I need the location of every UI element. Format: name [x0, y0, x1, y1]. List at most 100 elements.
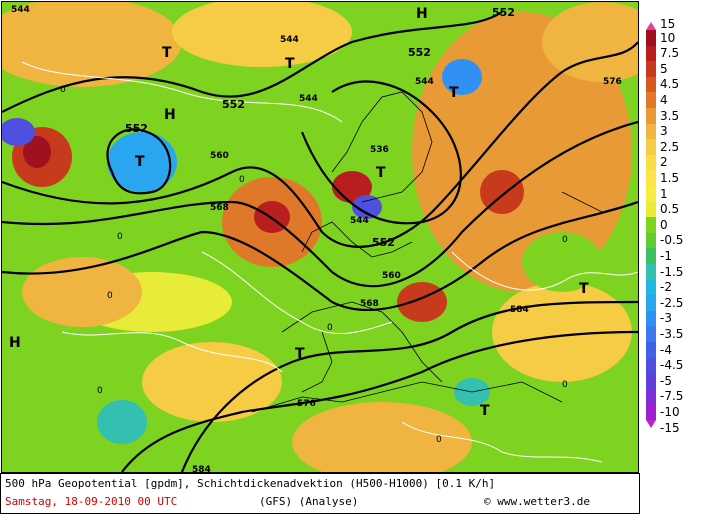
- contour-label: 584: [192, 465, 211, 472]
- contour-label: 568: [360, 299, 379, 309]
- colorbar-label: 10: [660, 30, 676, 45]
- high-center: H: [416, 6, 428, 22]
- colorbar-swatch: [646, 248, 656, 265]
- zero-marker: 0: [436, 435, 442, 445]
- colorbar-swatch: [646, 388, 656, 405]
- zero-marker: 0: [97, 386, 103, 396]
- colorbar: 15 10 7.5 5 4.5 4 3.5 3 2.5 2 1.5 1 0.5 0 -0.5 -1 -1.5 -2…: [640, 18, 702, 462]
- colorbar-swatch: [646, 342, 656, 359]
- colorbar-swatch: [646, 45, 656, 62]
- colorbar-label: -0.5: [660, 233, 684, 248]
- contour-labels: 552 552 552 552 552 544 544 544 544 544 …: [11, 5, 622, 472]
- advection-zero-lines: [21, 61, 638, 463]
- colorbar-label: 2.5: [660, 139, 680, 154]
- colorbar-swatch: [646, 76, 656, 93]
- colorbar-label: -5: [660, 373, 672, 388]
- colorbar-label: 0: [660, 217, 668, 232]
- colorbar-label: -4: [660, 342, 672, 357]
- low-center: T: [162, 45, 172, 61]
- weather-map: 552 552 552 552 552 544 544 544 544 544 …: [1, 1, 639, 473]
- colorbar-swatch: [646, 326, 656, 343]
- contour-label: 544: [415, 77, 434, 87]
- colorbar-swatch: [646, 201, 656, 218]
- colorbar-swatch: [646, 310, 656, 327]
- zero-marker: 0: [327, 323, 333, 333]
- contour-label: 544: [11, 5, 30, 15]
- colorbar-label: -4.5: [660, 358, 684, 373]
- colorbar-label: 3: [660, 124, 668, 139]
- colorbar-label: 5: [660, 61, 668, 76]
- contour-label: 544: [299, 94, 318, 104]
- contour-label: 568: [210, 203, 229, 213]
- colorbar-swatch: [646, 264, 656, 281]
- colorbar-label: -15: [660, 420, 680, 435]
- colorbar-swatch: [646, 108, 656, 125]
- contour-label: 544: [350, 216, 369, 226]
- high-center: H: [9, 335, 21, 351]
- colorbar-swatch: [646, 295, 656, 312]
- colorbar-label: 0.5: [660, 202, 680, 217]
- colorbar-swatch: [646, 139, 656, 156]
- map-footer: 500 hPa Geopotential [gpdm], Schichtdick…: [0, 473, 640, 514]
- colorbar-swatch: [646, 123, 656, 140]
- map-title: 500 hPa Geopotential [gpdm], Schichtdick…: [5, 477, 496, 490]
- colorbar-swatch: [646, 232, 656, 249]
- colorbar-swatch: [646, 170, 656, 187]
- colorbar-label: -1: [660, 249, 672, 263]
- colorbar-bottom-arrow: [646, 420, 656, 428]
- colorbar-label: -3.5: [660, 327, 684, 341]
- contour-label: 576: [297, 399, 316, 409]
- zero-marker: 0: [562, 380, 568, 390]
- colorbar-swatch: [646, 30, 656, 47]
- colorbar-label: 15: [660, 17, 676, 31]
- low-center: T: [135, 154, 145, 170]
- colorbar-swatch: [646, 217, 656, 234]
- colorbar-swatch: [646, 279, 656, 296]
- zero-marker: 0: [117, 232, 123, 242]
- colorbar-swatch: [646, 373, 656, 390]
- colorbar-label: -7.5: [660, 389, 684, 404]
- contour-label: 536: [370, 145, 389, 155]
- colorbar-label: 2: [660, 155, 668, 170]
- colorbar-label: 3.5: [660, 108, 680, 123]
- zero-marker: 0: [107, 291, 113, 301]
- colorbar-label: 1: [660, 186, 668, 201]
- colorbar-swatch: [646, 404, 656, 421]
- zero-markers: 0 0 0 0 0 0 0 0 0: [60, 85, 568, 445]
- contour-label: 552: [222, 98, 245, 111]
- colorbar-swatch: [646, 154, 656, 171]
- high-center: H: [164, 107, 176, 123]
- colorbar-label: 4.5: [660, 77, 680, 92]
- model-info: (GFS) (Analyse): [259, 495, 359, 508]
- colorbar-swatch: [646, 357, 656, 374]
- colorbar-label: -3: [660, 311, 672, 326]
- contour-label: 560: [382, 271, 401, 281]
- geopotential-contours: [2, 11, 638, 472]
- map-canvas: 552 552 552 552 552 544 544 544 544 544 …: [2, 2, 638, 472]
- low-center: T: [295, 346, 305, 362]
- colorbar-label: 4: [660, 93, 668, 107]
- colorbar-label: 7.5: [660, 46, 680, 61]
- colorbar-label: -10: [660, 405, 680, 419]
- low-center: T: [285, 56, 295, 72]
- contour-label: 552: [492, 6, 515, 19]
- zero-marker: 0: [60, 85, 66, 95]
- low-center: T: [480, 403, 490, 419]
- colorbar-label: -2.5: [660, 295, 684, 310]
- pressure-centers: H H H T T T T T T T T: [9, 6, 589, 419]
- contour-label: 576: [603, 77, 622, 87]
- contour-label: 584: [510, 305, 529, 315]
- map-date: Samstag, 18-09-2010 00 UTC: [5, 495, 178, 508]
- colorbar-top-arrow: [646, 22, 656, 30]
- low-center: T: [579, 281, 589, 297]
- contour-label: 552: [408, 46, 431, 59]
- colorbar-swatch: [646, 61, 656, 78]
- copyright: © www.wetter3.de: [484, 495, 590, 508]
- advection-field: [2, 2, 638, 472]
- low-center: T: [376, 165, 386, 181]
- zero-marker: 0: [239, 175, 245, 185]
- contour-label: 560: [210, 151, 229, 161]
- colorbar-swatch: [646, 92, 656, 109]
- colorbar-label: 1.5: [660, 171, 680, 185]
- low-center: T: [449, 85, 459, 101]
